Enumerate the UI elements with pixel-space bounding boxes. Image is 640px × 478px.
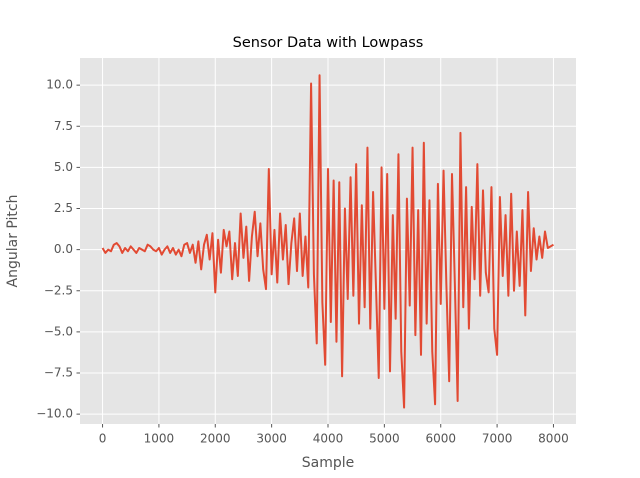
- x-tick-label: 4000: [313, 432, 344, 446]
- y-tick-label: −5.0: [44, 324, 73, 338]
- y-tick-label: 0.0: [54, 242, 73, 256]
- y-axis-label: Angular Pitch: [5, 195, 21, 288]
- x-tick-label: 2000: [200, 432, 231, 446]
- x-tick-label: 7000: [482, 432, 513, 446]
- x-tick-label: 6000: [425, 432, 456, 446]
- y-tick-label: 2.5: [54, 201, 73, 215]
- x-tick-label: 5000: [369, 432, 400, 446]
- x-tick-label: 8000: [538, 432, 569, 446]
- data-line: [101, 74, 554, 409]
- x-tick-label: 1000: [144, 432, 175, 446]
- y-tick-label: −10.0: [36, 407, 73, 421]
- x-tick-label: 0: [99, 432, 107, 446]
- y-tick-label: −7.5: [44, 366, 73, 380]
- y-tick-label: 5.0: [54, 160, 73, 174]
- y-tick-label: 10.0: [46, 78, 73, 92]
- x-axis-label: Sample: [302, 455, 355, 471]
- y-tick-label: 7.5: [54, 119, 73, 133]
- x-tick-label: 3000: [256, 432, 287, 446]
- chart-title: Sensor Data with Lowpass: [233, 35, 424, 51]
- y-tick-label: −2.5: [44, 283, 73, 297]
